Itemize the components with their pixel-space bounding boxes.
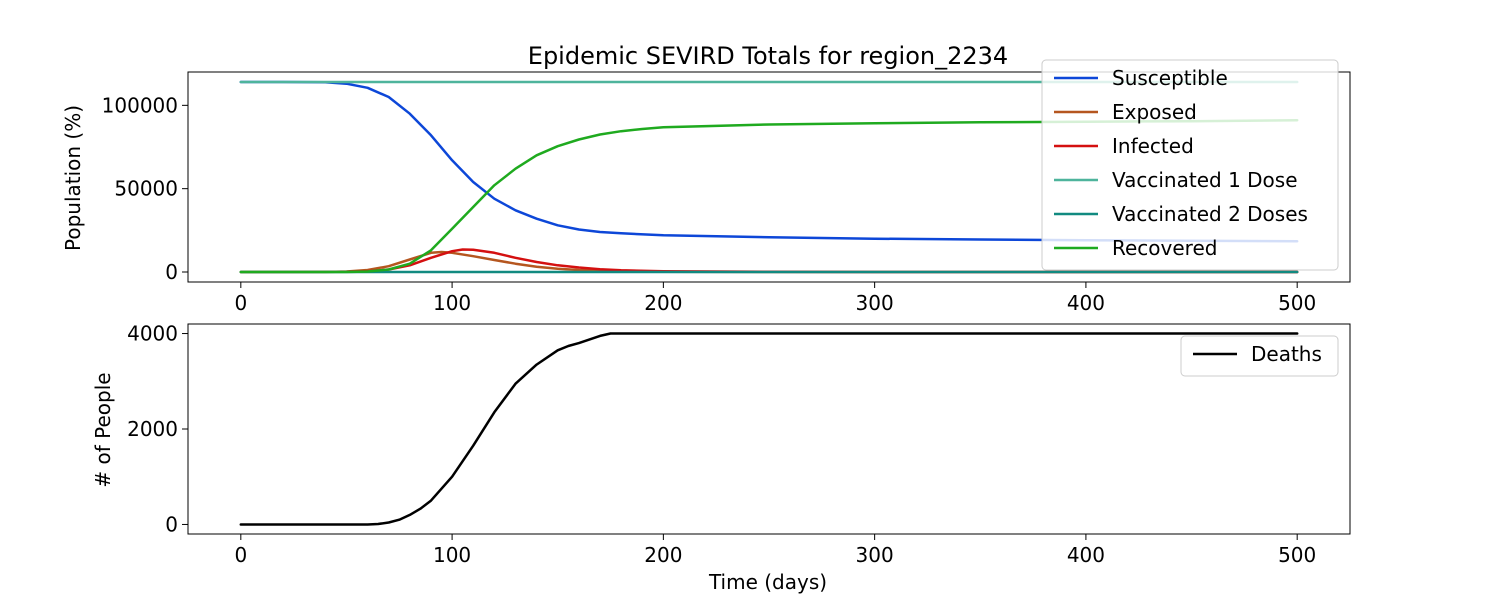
series-line-recovered xyxy=(239,119,1299,274)
legend-label: Infected xyxy=(1112,134,1194,158)
legend-label: Susceptible xyxy=(1112,66,1228,90)
population-legend-box xyxy=(1041,59,1339,271)
legend-label: Vaccinated 2 Doses xyxy=(1112,202,1308,226)
deaths-x-tick-label: 400 xyxy=(1067,543,1105,567)
time-x-axis-label: Time (days) xyxy=(708,570,827,594)
population-x-tick-label: 500 xyxy=(1278,291,1316,315)
population-plot-frame xyxy=(187,71,1351,283)
legend-label: Recovered xyxy=(1112,236,1217,260)
deaths-x-tick-label: 500 xyxy=(1278,543,1316,567)
series-line-deaths xyxy=(239,332,1299,526)
deaths-x-tick-label: 100 xyxy=(433,543,471,567)
deaths-x-tick-label: 300 xyxy=(856,543,894,567)
legend-label: Deaths xyxy=(1251,342,1322,366)
deaths-legend-box xyxy=(1180,335,1339,377)
deaths-x-tick-label: 200 xyxy=(644,543,682,567)
deaths-plot: 0 100 200 300 400 500 0 2000 4000 Deaths xyxy=(127,322,1351,567)
population-x-tick-label: 400 xyxy=(1067,291,1105,315)
chart-title: Epidemic SEVIRD Totals for region_2234 xyxy=(528,42,1008,70)
population-x-tick-label: 300 xyxy=(856,291,894,315)
population-x-tick-label: 200 xyxy=(644,291,682,315)
people-y-axis-label: # of People xyxy=(91,372,115,487)
deaths-y-tick-label: 4000 xyxy=(127,322,178,346)
population-y-tick-label: 100000 xyxy=(102,93,178,117)
population-y-axis-label: Population (%) xyxy=(61,105,85,251)
deaths-legend: Deaths xyxy=(1180,335,1339,377)
legend-label: Vaccinated 1 Dose xyxy=(1112,168,1298,192)
deaths-x-tick-label: 0 xyxy=(234,543,247,567)
deaths-y-tick-label: 2000 xyxy=(127,417,178,441)
population-y-tick-label: 50000 xyxy=(114,177,178,201)
deaths-y-tick-label: 0 xyxy=(165,512,178,536)
legend-label: Exposed xyxy=(1112,100,1197,124)
population-plot: 0 100 200 300 400 500 0 50000 100000 Susceptible E… xyxy=(102,59,1351,315)
deaths-plot-frame xyxy=(187,323,1351,535)
population-y-tick-label: 0 xyxy=(165,260,178,284)
population-x-tick-label: 0 xyxy=(234,291,247,315)
population-legend: Susceptible Exposed Infected Vaccinated 1 D… xyxy=(1041,59,1339,271)
population-x-tick-label: 100 xyxy=(433,291,471,315)
series-line-susceptible xyxy=(239,80,1299,243)
